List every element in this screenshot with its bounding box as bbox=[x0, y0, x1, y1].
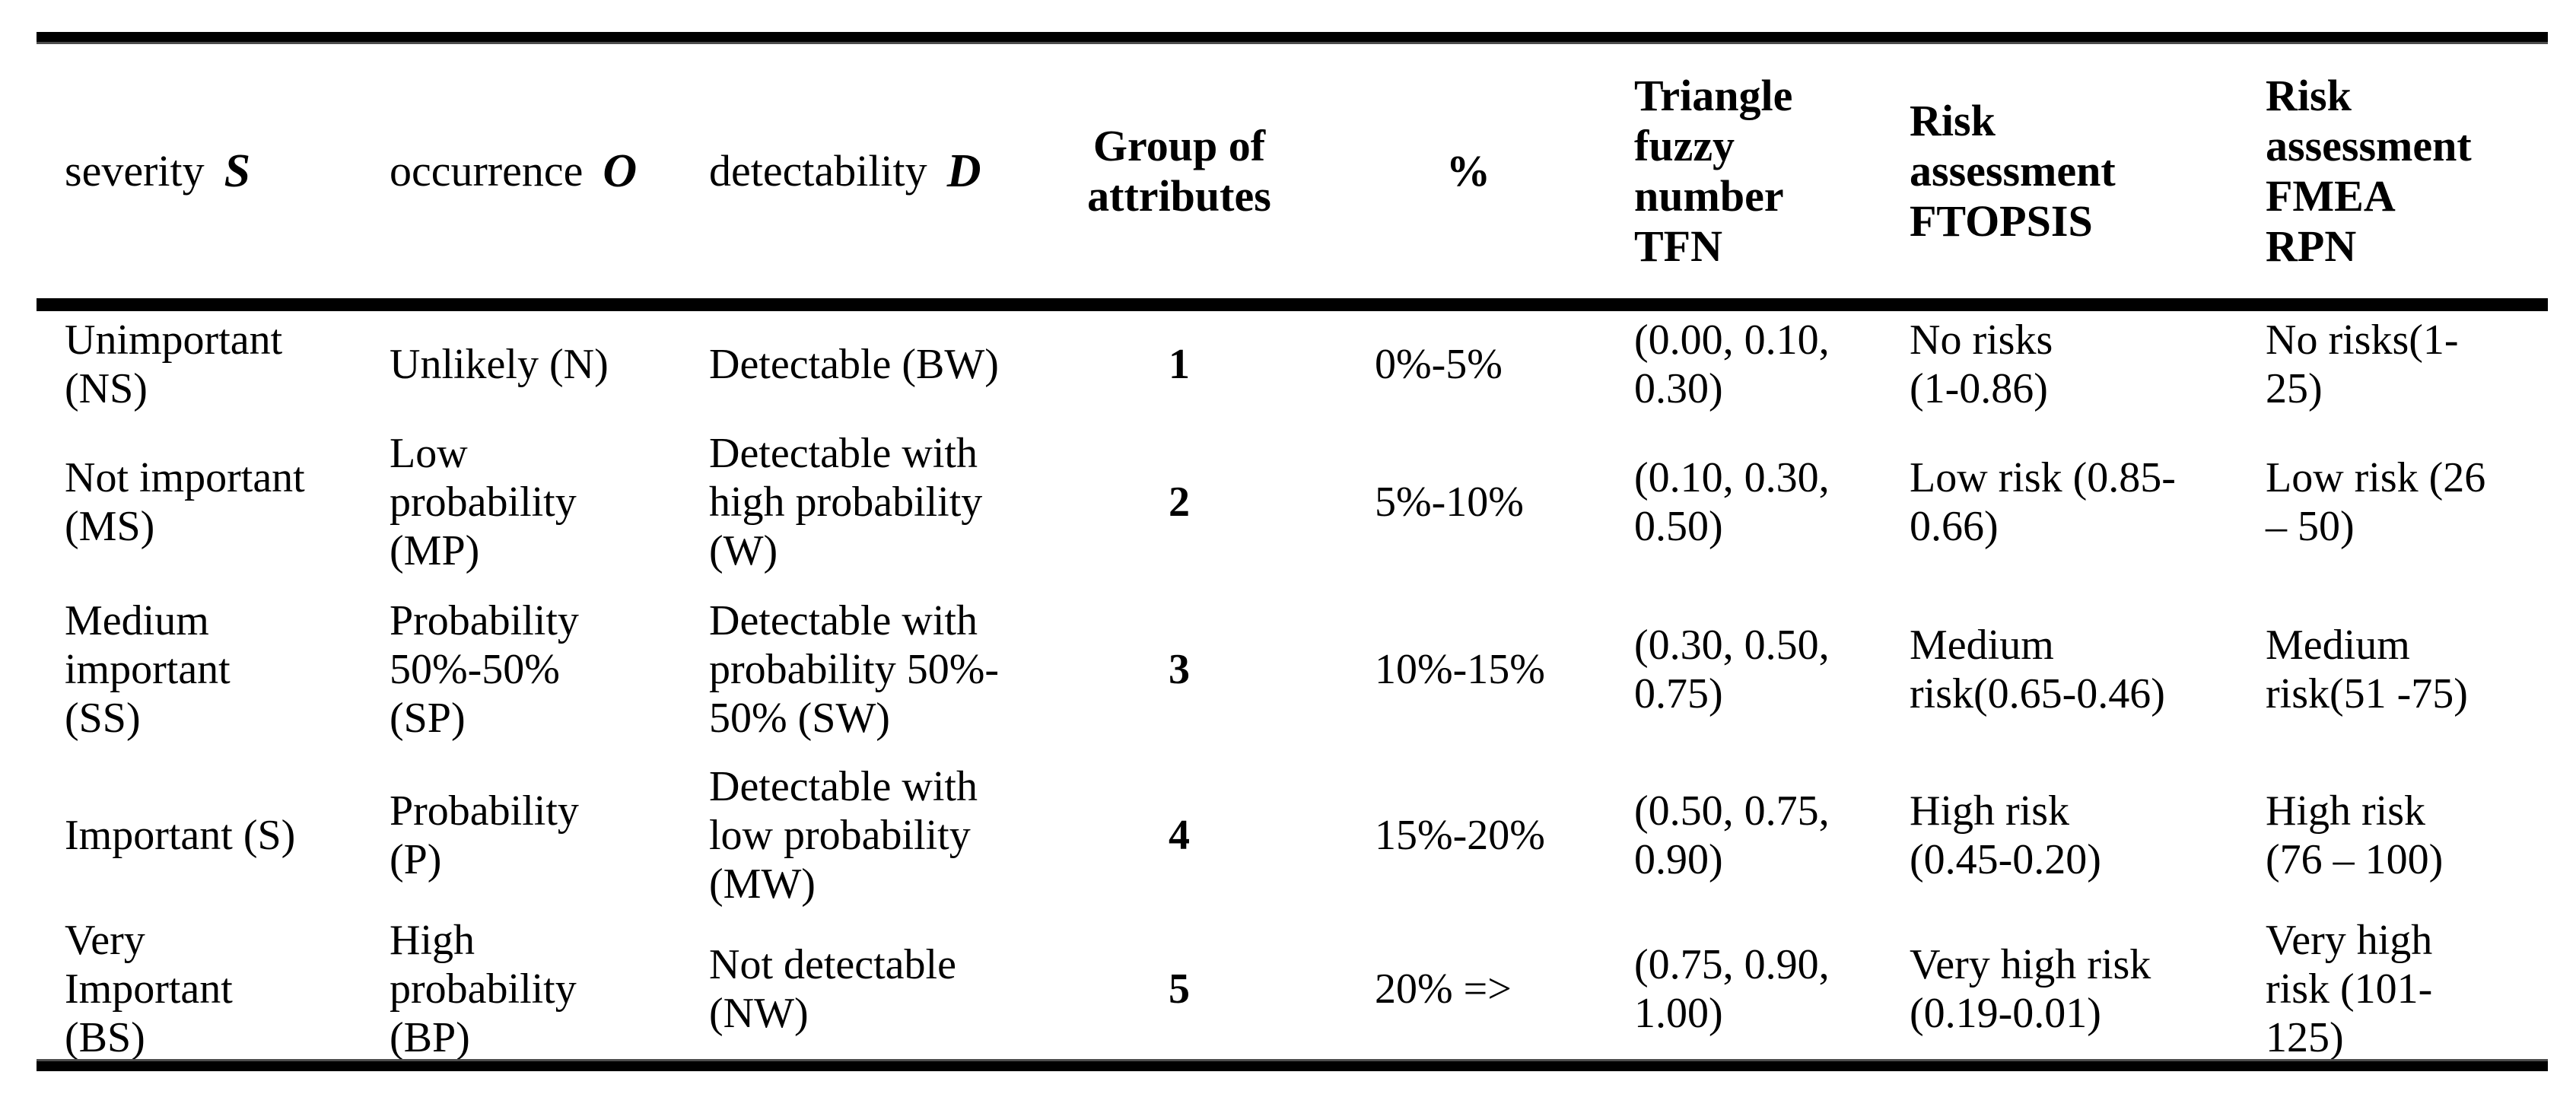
cell-row4-occurrence: Probability (P) bbox=[390, 787, 579, 883]
header-occurrence-label: occurrence bbox=[390, 146, 584, 196]
header-severity-var: S bbox=[224, 145, 251, 197]
cell-row1-fmea: No risks(1- 25) bbox=[2266, 316, 2459, 412]
cell-row2-detectability: Detectable with high probability (W) bbox=[709, 430, 983, 574]
cell-row3-tfn: (0.30, 0.50, 0.75) bbox=[1634, 622, 1830, 717]
header-percent: % bbox=[1446, 146, 1490, 196]
table-grid: severity S occurrence O detectability D Gro… bbox=[37, 44, 2548, 1059]
cell-row1-occurrence: Unlikely (N) bbox=[390, 341, 609, 388]
header-detectability: detectability D bbox=[685, 44, 1035, 298]
cell-row3-severity: Medium important (SS) bbox=[65, 597, 231, 742]
risk-scale-table: severity S occurrence O detectability D Gro… bbox=[37, 32, 2548, 1071]
table-bottom-rule-thin bbox=[37, 1059, 2548, 1061]
cell-row2-percent: 5%-10% bbox=[1375, 479, 1524, 526]
cell-row5-detectability: Not detectable (NW) bbox=[709, 940, 956, 1037]
cell-row4-detectability: Detectable with low probability (MW) bbox=[709, 763, 978, 908]
cell-row2-tfn: (0.10, 0.30, 0.50) bbox=[1634, 454, 1830, 550]
cell-row5-severity: Very Important (BS) bbox=[65, 918, 233, 1059]
cell-row3-occurrence: Probability 50%-50% (SP) bbox=[390, 597, 579, 742]
cell-row5-ftopsis: Very high risk (0.19-0.01) bbox=[1910, 940, 2151, 1037]
header-group-of-attributes: Group of attributes bbox=[1087, 121, 1271, 221]
header-occurrence: occurrence O bbox=[365, 44, 685, 298]
cell-row2-group: 2 bbox=[1169, 479, 1190, 526]
cell-row4-severity: Important (S) bbox=[65, 812, 296, 859]
cell-row4-percent: 15%-20% bbox=[1375, 812, 1545, 859]
cell-row2-ftopsis: Low risk (0.85- 0.66) bbox=[1910, 454, 2176, 550]
cell-row5-occurrence: High probability (BP) bbox=[390, 918, 577, 1059]
cell-row2-fmea: Low risk (26 – 50) bbox=[2266, 454, 2486, 550]
header-separator-rule bbox=[37, 298, 2548, 311]
header-detectability-label: detectability bbox=[709, 146, 927, 196]
table-top-rule-thick bbox=[37, 32, 2548, 42]
cell-row3-percent: 10%-15% bbox=[1375, 646, 1545, 693]
cell-row2-occurrence: Low probability (MP) bbox=[390, 430, 577, 574]
cell-row1-ftopsis: No risks (1-0.86) bbox=[1910, 316, 2053, 412]
cell-row3-group: 3 bbox=[1169, 646, 1190, 693]
header-fmea-rpn: Risk assessment FMEA RPN bbox=[2266, 71, 2472, 271]
cell-row5-fmea: Very high risk (101- 125) bbox=[2266, 918, 2433, 1059]
cell-row4-group: 4 bbox=[1169, 812, 1190, 859]
cell-row4-fmea: High risk (76 – 100) bbox=[2266, 787, 2444, 883]
header-ftopsis: Risk assessment FTOPSIS bbox=[1910, 96, 2116, 246]
cell-row1-tfn: (0.00, 0.10, 0.30) bbox=[1634, 316, 1830, 412]
cell-row3-ftopsis: Medium risk(0.65-0.46) bbox=[1910, 622, 2165, 717]
header-severity: severity S bbox=[37, 44, 365, 298]
header-detectability-var: D bbox=[946, 145, 981, 197]
cell-row4-tfn: (0.50, 0.75, 0.90) bbox=[1634, 787, 1830, 883]
cell-row1-group: 1 bbox=[1169, 341, 1190, 388]
cell-row1-detectability: Detectable (BW) bbox=[709, 341, 999, 388]
table-top-rule-thin bbox=[37, 42, 2548, 44]
cell-row1-percent: 0%-5% bbox=[1375, 341, 1503, 388]
header-occurrence-var: O bbox=[603, 145, 638, 197]
cell-row1-severity: Unimportant (NS) bbox=[65, 316, 283, 412]
header-severity-label: severity bbox=[65, 146, 205, 196]
cell-row5-percent: 20% => bbox=[1375, 965, 1512, 1013]
cell-row3-fmea: Medium risk(51 -75) bbox=[2266, 622, 2468, 717]
cell-row4-ftopsis: High risk (0.45-0.20) bbox=[1910, 787, 2101, 883]
cell-row3-detectability: Detectable with probability 50%- 50% (SW… bbox=[709, 597, 1000, 742]
cell-row2-severity: Not important (MS) bbox=[65, 454, 305, 550]
header-tfn: Triangle fuzzy number TFN bbox=[1634, 71, 1793, 271]
table-bottom-rule-thick bbox=[37, 1061, 2548, 1071]
cell-row5-group: 5 bbox=[1169, 965, 1190, 1013]
cell-row5-tfn: (0.75, 0.90, 1.00) bbox=[1634, 940, 1830, 1037]
